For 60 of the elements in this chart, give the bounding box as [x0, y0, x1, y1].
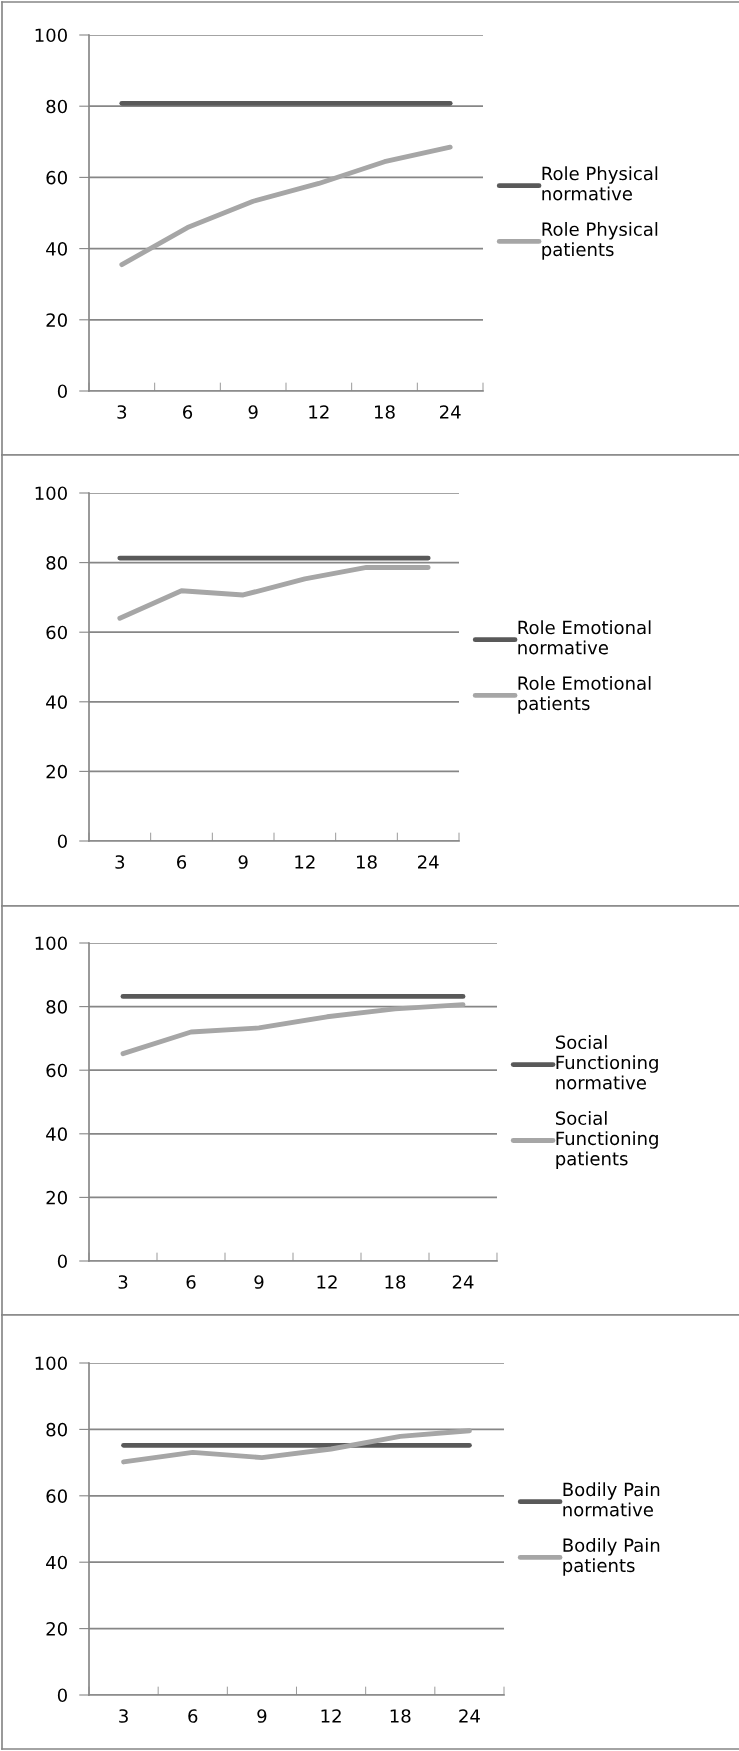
x-tick-label: 18: [390, 1709, 411, 1723]
x-tick-label: 3: [118, 1275, 128, 1289]
y-tick-label: 60: [46, 1489, 67, 1503]
legend-label: Social Functioning normative: [555, 1035, 658, 1090]
line-series: [120, 1002, 466, 1057]
y-tick-label: 20: [46, 1622, 67, 1636]
y-tick-label: 80: [46, 1422, 67, 1437]
y-tick-label: 20: [46, 313, 67, 327]
x-tick-label: 6: [183, 405, 193, 419]
y-tick-label: 20: [46, 764, 67, 779]
y-tick-label: 0: [57, 1254, 67, 1269]
line-series: [117, 565, 431, 621]
y-tick-label: 60: [46, 625, 67, 640]
y-tick-label: 0: [57, 834, 67, 849]
x-tick-label: 9: [254, 1275, 264, 1289]
x-tick-label: 24: [418, 855, 439, 869]
x-tick-label: 12: [295, 855, 315, 869]
y-tick-label: 40: [46, 1127, 67, 1141]
x-tick-label: 12: [317, 1275, 337, 1289]
legend-label: Role Physical patients: [542, 222, 658, 260]
x-tick-label: 3: [119, 1709, 128, 1723]
y-tick-label: 60: [46, 1063, 67, 1078]
x-tick-label: 12: [321, 1709, 341, 1723]
x-tick-label: 9: [257, 1709, 267, 1723]
y-tick-label: 80: [46, 99, 67, 114]
y-tick-label: 80: [46, 556, 67, 570]
legend-label: Role Emotional patients: [518, 676, 651, 714]
legend-label: Social Functioning patients: [555, 1111, 658, 1169]
legend-label: Role Physical normative: [542, 166, 658, 201]
y-tick-label: 0: [57, 1688, 67, 1703]
x-tick-label: 9: [238, 855, 248, 869]
legend-label: Role Emotional normative: [518, 620, 651, 655]
x-tick-label: 18: [375, 405, 395, 419]
x-tick-label: 18: [357, 855, 377, 869]
x-tick-label: 24: [452, 1275, 474, 1289]
y-tick-label: 100: [35, 1356, 67, 1371]
legend-label: Bodily Pain normative: [563, 1482, 660, 1517]
x-tick-label: 24: [459, 1709, 480, 1723]
x-tick-label: 3: [117, 405, 127, 419]
y-tick-label: 0: [57, 384, 67, 399]
x-tick-label: 6: [186, 1275, 196, 1289]
line-series: [121, 1428, 472, 1465]
x-tick-label: 6: [188, 1709, 198, 1723]
y-tick-label: 60: [46, 170, 67, 185]
y-tick-label: 100: [35, 486, 67, 501]
y-tick-label: 40: [46, 1555, 67, 1570]
y-tick-label: 40: [46, 242, 67, 256]
y-tick-label: 40: [46, 695, 67, 709]
x-tick-label: 6: [177, 855, 187, 869]
y-tick-label: 100: [35, 28, 67, 43]
y-tick-label: 20: [46, 1190, 67, 1205]
x-tick-label: 24: [440, 405, 461, 419]
x-tick-label: 3: [115, 855, 125, 869]
x-tick-label: 18: [385, 1275, 406, 1289]
x-tick-label: 12: [309, 405, 329, 419]
y-tick-label: 80: [46, 1000, 67, 1014]
x-tick-label: 9: [248, 405, 258, 419]
legend-label: Bodily Pain patients: [563, 1538, 660, 1576]
y-tick-label: 100: [35, 936, 67, 951]
line-series: [119, 144, 453, 268]
